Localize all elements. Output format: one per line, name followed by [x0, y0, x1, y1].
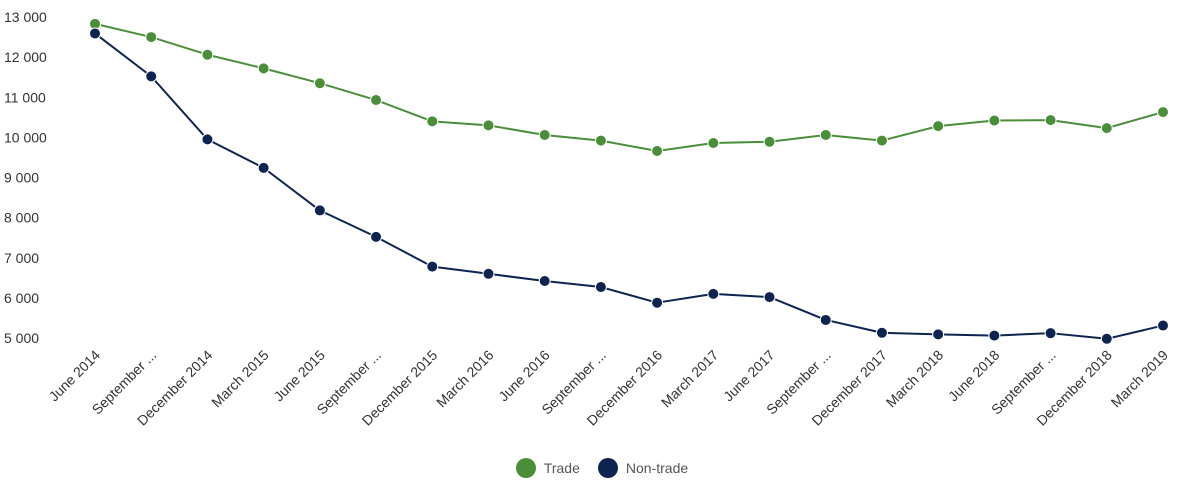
data-point-non-trade[interactable]: [875, 326, 888, 339]
data-point-non-trade[interactable]: [932, 328, 945, 341]
data-point-trade[interactable]: [707, 136, 720, 149]
data-point-trade[interactable]: [763, 135, 776, 148]
data-point-non-trade[interactable]: [426, 260, 439, 273]
y-axis: 5 000 6 000 7 000 8 000 9 000 10 000 11 000 12 …: [4, 9, 47, 346]
series-line-non-trade: [94, 32, 1164, 340]
data-point-non-trade[interactable]: [988, 329, 1001, 342]
data-point-non-trade[interactable]: [819, 313, 832, 326]
legend: Trade Non-trade: [0, 458, 1204, 478]
data-point-non-trade[interactable]: [763, 291, 776, 304]
data-point-trade[interactable]: [145, 31, 158, 44]
y-tick-label: 5 000: [4, 330, 39, 346]
data-point-trade[interactable]: [370, 94, 383, 107]
data-point-non-trade[interactable]: [538, 275, 551, 288]
data-point-non-trade[interactable]: [707, 287, 720, 300]
y-tick-label: 8 000: [4, 210, 39, 226]
data-point-trade[interactable]: [482, 119, 495, 132]
data-point-non-trade[interactable]: [201, 133, 214, 146]
data-point-non-trade[interactable]: [1044, 327, 1057, 340]
y-tick-label: 7 000: [4, 250, 39, 266]
x-tick-label: March 2016: [433, 347, 497, 411]
x-tick-label: March 2017: [658, 347, 722, 411]
data-point-non-trade[interactable]: [1157, 319, 1169, 332]
data-point-trade[interactable]: [426, 115, 439, 128]
y-tick-label: 6 000: [4, 290, 39, 306]
data-point-non-trade[interactable]: [370, 230, 383, 243]
y-tick-label: 10 000: [4, 129, 47, 145]
data-point-trade[interactable]: [819, 128, 832, 141]
data-point-trade[interactable]: [651, 145, 664, 158]
data-point-non-trade[interactable]: [257, 161, 270, 174]
data-point-trade[interactable]: [988, 114, 1001, 127]
x-tick-label: March 2018: [883, 347, 947, 411]
data-point-non-trade[interactable]: [482, 267, 495, 280]
x-tick-label: June 2017: [720, 347, 778, 405]
x-tick-label: June 2015: [270, 347, 328, 405]
legend-label-trade: Trade: [543, 460, 580, 476]
data-point-trade[interactable]: [1157, 106, 1169, 119]
x-tick-label: June 2014: [46, 347, 104, 405]
data-point-trade[interactable]: [538, 128, 551, 141]
legend-item-non-trade[interactable]: Non-trade: [597, 458, 689, 478]
series-line-trade: [94, 22, 1164, 153]
y-tick-label: 13 000: [4, 9, 47, 25]
legend-label-non-trade: Non-trade: [625, 460, 689, 476]
x-tick-label: March 2015: [208, 347, 272, 411]
data-point-non-trade[interactable]: [594, 281, 607, 294]
series-group: [89, 17, 1169, 345]
data-point-non-trade[interactable]: [145, 70, 158, 83]
data-point-non-trade[interactable]: [313, 204, 326, 217]
data-point-trade[interactable]: [932, 120, 945, 133]
legend-marker-non-trade: [597, 458, 618, 478]
data-point-non-trade[interactable]: [1100, 332, 1113, 345]
data-point-trade[interactable]: [1044, 114, 1057, 127]
data-point-trade[interactable]: [875, 134, 888, 147]
legend-item-trade[interactable]: Trade: [515, 458, 580, 478]
y-tick-label: 12 000: [4, 49, 47, 65]
data-point-non-trade[interactable]: [651, 296, 664, 309]
x-tick-label: March 2019: [1108, 347, 1172, 411]
y-tick-label: 9 000: [4, 170, 39, 186]
legend-marker-trade: [515, 458, 536, 478]
y-tick-label: 11 000: [4, 89, 46, 105]
data-point-trade[interactable]: [594, 134, 607, 147]
data-point-trade[interactable]: [257, 62, 270, 75]
data-point-non-trade[interactable]: [89, 27, 101, 40]
data-point-trade[interactable]: [201, 48, 214, 61]
x-tick-label: June 2018: [945, 347, 1003, 405]
x-tick-label: June 2016: [495, 347, 553, 405]
data-point-trade[interactable]: [1100, 122, 1113, 135]
data-point-trade[interactable]: [313, 77, 326, 90]
line-chart: 5 000 6 000 7 000 8 000 9 000 10 000 11 000 12 …: [4, 9, 1172, 429]
